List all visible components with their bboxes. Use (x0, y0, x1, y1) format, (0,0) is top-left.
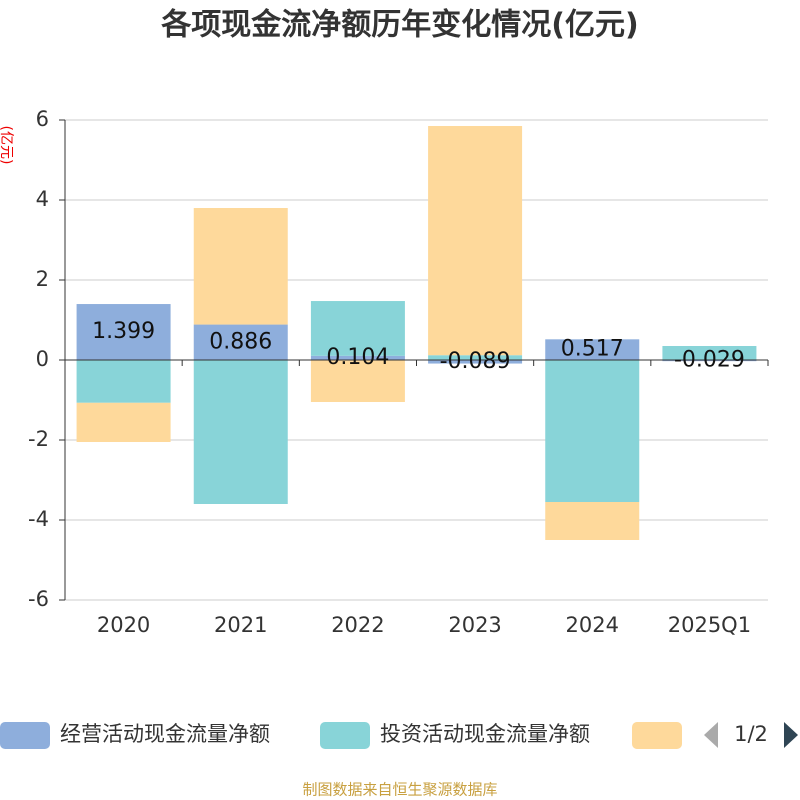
bar-segment (545, 360, 640, 502)
bar-segment (76, 360, 171, 403)
bar-segment (428, 355, 523, 360)
bar-segment (310, 301, 405, 356)
y-tick-label: 4 (36, 187, 49, 211)
x-tick-label: 2023 (448, 613, 501, 637)
bar-segment (193, 208, 288, 325)
bar-segment (193, 360, 288, 504)
y-tick-label: -6 (28, 587, 49, 611)
y-tick-label: 6 (36, 107, 49, 131)
x-tick-label: 2022 (331, 613, 384, 637)
y-tick-label: 0 (36, 347, 49, 371)
y-axis-label: (亿元) (0, 126, 14, 165)
data-label: 0.886 (209, 329, 272, 354)
y-tick-label: 2 (36, 267, 49, 291)
bar-segment (76, 402, 171, 442)
bar-segment (428, 126, 523, 356)
data-label: -0.029 (674, 348, 745, 373)
bar-segment (428, 360, 523, 364)
data-label: 0.104 (326, 345, 389, 370)
bar-segment (662, 346, 757, 360)
bar-segment (310, 360, 405, 402)
legend-swatch (632, 722, 682, 749)
bar-segment (193, 324, 288, 360)
data-label: -0.089 (440, 349, 511, 374)
pager-text: 1/2 (734, 722, 768, 746)
legend-label: 投资活动现金流量净额 (380, 722, 590, 746)
legend-label: 经营活动现金流量净额 (60, 722, 270, 746)
x-tick-label: 2024 (566, 613, 619, 637)
pager-prev[interactable] (704, 722, 718, 748)
bar-segment (545, 339, 640, 360)
x-tick-label: 2020 (97, 613, 150, 637)
legend-swatch (320, 722, 370, 749)
y-tick-label: -2 (28, 427, 49, 451)
pager-next[interactable] (784, 722, 798, 748)
bar-segment (545, 502, 640, 540)
x-tick-label: 2025Q1 (668, 613, 751, 637)
y-tick-label: -4 (28, 507, 49, 531)
data-label: 0.517 (561, 337, 624, 362)
data-label: 1.399 (92, 319, 155, 344)
chart-title: 各项现金流净额历年变化情况(亿元) (160, 8, 638, 43)
bar-segment (310, 355, 405, 360)
source-note: 制图数据来自恒生聚源数据库 (302, 781, 497, 799)
bar-segment (662, 360, 757, 362)
x-tick-label: 2021 (214, 613, 267, 637)
legend-swatch (0, 722, 50, 749)
bar-segment (76, 304, 171, 360)
